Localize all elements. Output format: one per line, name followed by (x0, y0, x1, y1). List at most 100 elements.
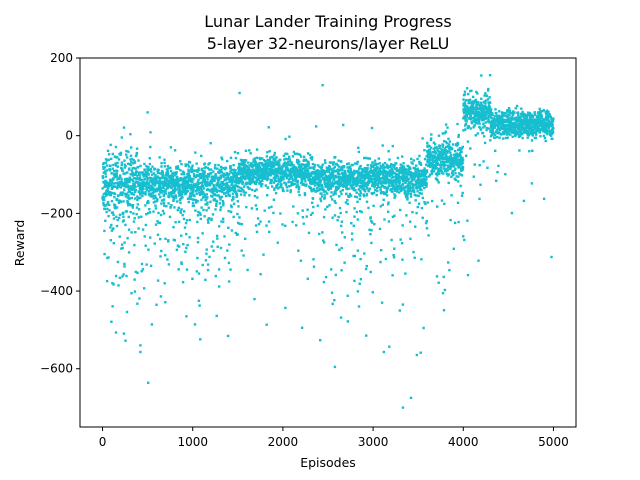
data-point (377, 157, 380, 160)
data-point (456, 143, 460, 146)
data-point (422, 174, 425, 178)
data-point (210, 168, 213, 171)
data-point (233, 186, 237, 189)
data-point (451, 147, 454, 151)
data-point (218, 170, 221, 173)
data-point (221, 158, 224, 161)
data-point (255, 166, 258, 170)
data-point (219, 174, 222, 177)
data-point (425, 170, 429, 174)
data-point (142, 192, 145, 195)
data-point (154, 200, 157, 203)
data-point (393, 164, 396, 167)
data-point (337, 168, 340, 171)
data-point (196, 187, 199, 190)
data-point (362, 193, 365, 196)
data-point (498, 136, 501, 139)
data-point (106, 189, 110, 193)
data-point (430, 133, 433, 136)
data-point (373, 186, 376, 189)
data-point (322, 215, 326, 219)
data-point (273, 173, 276, 176)
data-point (280, 177, 284, 180)
data-point (308, 166, 311, 169)
data-point (514, 129, 518, 133)
data-point (458, 164, 461, 167)
data-point (504, 111, 507, 115)
data-point (214, 167, 217, 170)
data-point (445, 169, 448, 172)
data-point (374, 180, 378, 183)
data-point (125, 149, 128, 153)
data-point (193, 194, 196, 198)
data-point (186, 197, 190, 200)
data-point (156, 171, 160, 175)
data-point (327, 188, 330, 191)
data-point (119, 181, 122, 184)
data-point (407, 170, 410, 173)
data-point (169, 146, 173, 149)
data-point (463, 104, 466, 108)
data-point (177, 268, 180, 271)
data-point (387, 178, 390, 181)
data-point (274, 158, 277, 162)
data-point (363, 252, 366, 255)
data-point (174, 187, 177, 191)
data-point (236, 177, 240, 180)
data-point (516, 120, 519, 123)
data-point (279, 175, 282, 178)
data-point (455, 143, 458, 146)
data-point (239, 169, 242, 173)
data-point (498, 128, 502, 131)
data-point (244, 175, 247, 179)
data-point (256, 196, 259, 199)
data-point (338, 184, 342, 187)
data-point (270, 181, 273, 185)
data-point (132, 193, 135, 196)
data-point (473, 117, 476, 121)
data-point (218, 285, 221, 288)
data-point (349, 180, 352, 183)
data-point (287, 158, 290, 161)
data-point (502, 112, 505, 115)
data-point (231, 186, 234, 189)
data-point (402, 169, 406, 172)
data-point (109, 239, 112, 242)
data-point (428, 175, 431, 178)
data-point (230, 204, 233, 207)
data-point (391, 274, 394, 277)
data-point (410, 172, 414, 175)
data-point (264, 162, 267, 166)
data-point (441, 157, 445, 160)
data-point (231, 199, 234, 202)
data-point (338, 206, 342, 210)
data-point (228, 194, 231, 197)
data-point (323, 196, 327, 199)
data-point (320, 167, 323, 170)
data-point (411, 175, 414, 179)
data-point (499, 125, 503, 129)
data-point (428, 173, 432, 176)
data-point (205, 176, 209, 179)
data-point (239, 189, 243, 193)
data-point (355, 184, 358, 188)
data-point (402, 172, 405, 175)
data-point (144, 170, 148, 174)
data-point (507, 129, 510, 133)
data-point (325, 170, 328, 173)
data-point (479, 101, 483, 104)
data-point (251, 164, 255, 168)
data-point (387, 172, 390, 176)
data-point (105, 180, 108, 183)
data-point (535, 120, 539, 123)
data-point (150, 186, 153, 189)
data-point (427, 160, 431, 163)
data-point (349, 182, 352, 185)
data-point (497, 124, 500, 128)
data-point (211, 175, 214, 178)
data-point (365, 334, 368, 337)
data-point (361, 184, 365, 187)
data-point (430, 137, 433, 140)
data-point (432, 147, 435, 150)
data-point (409, 180, 412, 183)
